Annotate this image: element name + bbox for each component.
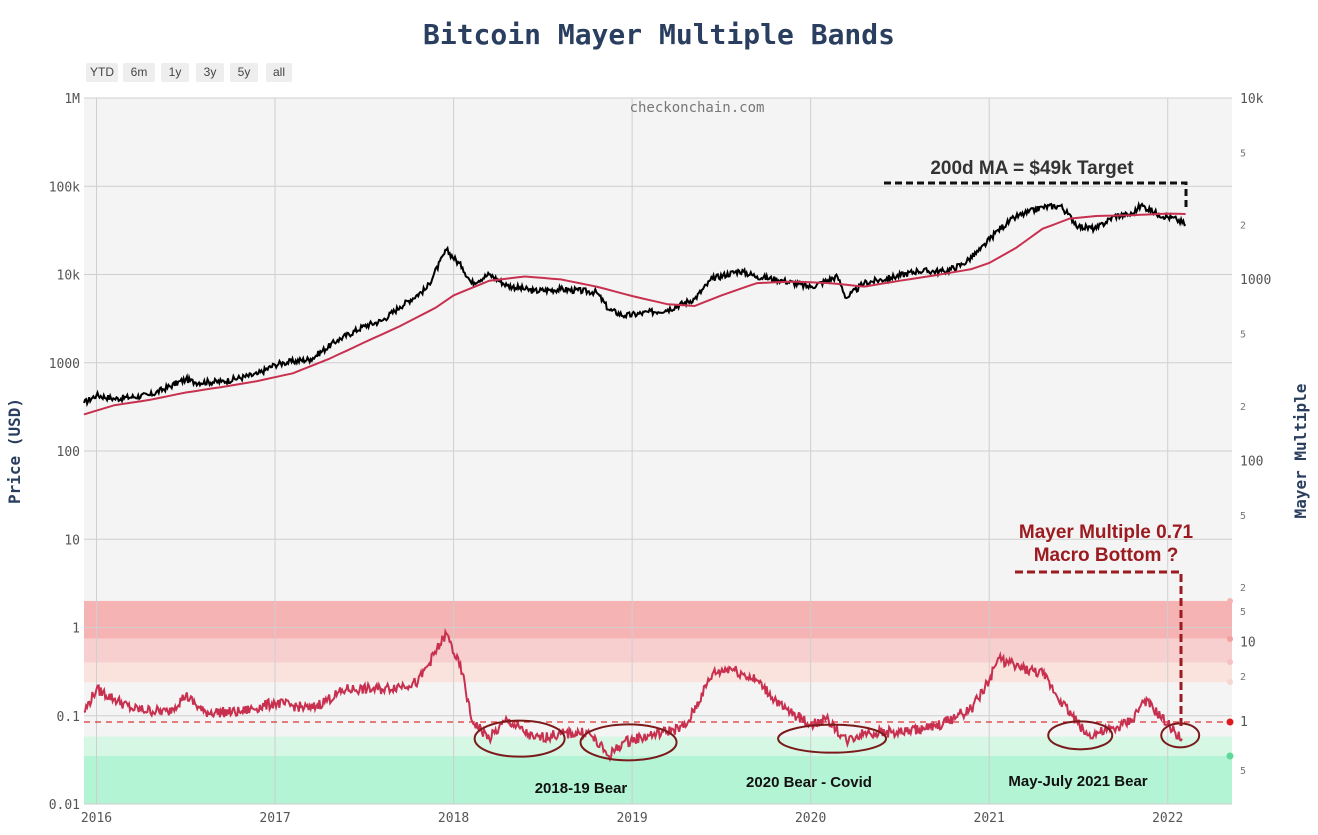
mayer-band-red-light: [84, 662, 1232, 683]
mayer-axis-tick-label: 5: [1240, 607, 1246, 618]
range-button-5y[interactable]: 5y: [230, 63, 258, 82]
macro-bottom-line2: Macro Bottom ?: [1034, 545, 1179, 566]
mayer-band-red-mid: [84, 638, 1232, 663]
y-tick-label: 10k: [57, 269, 81, 284]
mayer-band-green-light: [84, 736, 1232, 756]
y-tick-label: 0.01: [49, 798, 80, 813]
x-tick-label: 2021: [974, 811, 1005, 826]
y-tick-label: 1000: [49, 357, 80, 372]
circled-region: [1047, 720, 1114, 751]
band-dot: [1227, 659, 1233, 665]
mayer-05-marker: [1226, 752, 1234, 760]
y2-minor-tick-label: 5: [1240, 511, 1246, 522]
range-button-all[interactable]: all: [266, 63, 292, 82]
circled-region: [473, 719, 566, 758]
bear-2020-label: 2020 Bear - Covid: [746, 774, 872, 791]
watermark-text: checkonchain.com: [630, 100, 765, 116]
y2-tick-label: 10k: [1240, 92, 1264, 107]
mayer-axis-tick-label: 1: [1240, 715, 1248, 730]
circled-region: [579, 723, 678, 762]
range-button-3y[interactable]: 3y: [196, 63, 224, 82]
x-tick-label: 2020: [795, 811, 826, 826]
target-bracket: [884, 181, 1188, 210]
band-dot: [1227, 636, 1233, 642]
y-tick-label: 1M: [64, 92, 80, 107]
circled-region: [777, 723, 888, 754]
ma200-line[interactable]: [83, 212, 1186, 416]
y-tick-label: 1: [72, 622, 80, 637]
x-tick-label: 2022: [1152, 811, 1183, 826]
chart-title: Bitcoin Mayer Multiple Bands: [422, 18, 895, 51]
y-tick-label: 0.1: [57, 710, 80, 725]
y-axis-title: Price (USD): [5, 398, 24, 504]
y2-axis-title: Mayer Multiple: [1291, 384, 1310, 519]
y2-tick-label: 10: [1240, 636, 1256, 651]
y-tick-label: 100: [57, 445, 80, 460]
mayer-1-marker: [1226, 718, 1234, 726]
band-dot: [1227, 679, 1233, 685]
y2-minor-tick-label: 2: [1240, 402, 1246, 413]
y-tick-label: 100k: [49, 180, 80, 195]
x-tick-label: 2019: [616, 811, 647, 826]
range-button-1y[interactable]: 1y: [161, 63, 189, 82]
target-annotation: 200d MA = $49k Target: [930, 158, 1134, 179]
mayer-axis-tick-label: 5: [1240, 766, 1246, 777]
y2-tick-label: 1000: [1240, 273, 1271, 288]
y2-minor-tick-label: 5: [1240, 149, 1246, 160]
y-tick-label: 10: [64, 533, 80, 548]
range-button-ytd[interactable]: YTD: [86, 63, 118, 82]
mayer-multiple-line[interactable]: [83, 627, 1183, 763]
band-dot: [1227, 598, 1233, 604]
price-line[interactable]: [83, 200, 1187, 408]
mayer-band-red-dark: [84, 600, 1232, 639]
y2-minor-tick-label: 2: [1240, 221, 1246, 232]
x-tick-label: 2018: [438, 811, 469, 826]
y2-tick-label: 100: [1240, 454, 1263, 469]
range-button-6m[interactable]: 6m: [123, 63, 155, 82]
y2-minor-tick-label: 5: [1240, 330, 1246, 341]
y2-minor-tick-label: 2: [1240, 583, 1246, 594]
bear-2021-label: May-July 2021 Bear: [1008, 773, 1147, 790]
macro-bottom-bracket: [1015, 570, 1183, 726]
mayer-axis-tick-label: 2: [1240, 672, 1246, 683]
bear-2018-label: 2018-19 Bear: [535, 780, 628, 797]
macro-bottom-line1: Mayer Multiple 0.71: [1019, 522, 1194, 543]
x-tick-label: 2016: [81, 811, 112, 826]
x-tick-label: 2017: [259, 811, 290, 826]
